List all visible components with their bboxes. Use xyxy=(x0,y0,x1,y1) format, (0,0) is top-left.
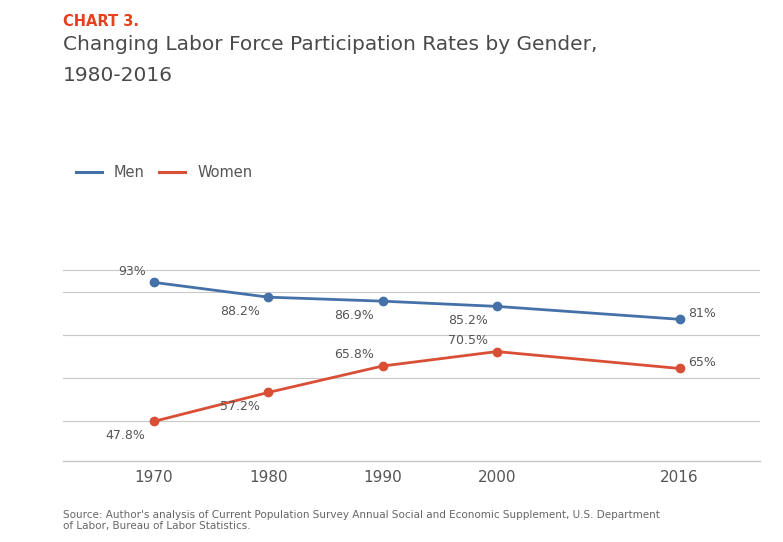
Text: 81%: 81% xyxy=(688,307,716,320)
Text: 65%: 65% xyxy=(688,357,716,370)
Legend: Men, Women: Men, Women xyxy=(70,159,258,186)
Text: CHART 3.: CHART 3. xyxy=(63,14,139,29)
Text: 57.2%: 57.2% xyxy=(220,400,260,413)
Text: 70.5%: 70.5% xyxy=(449,334,489,347)
Text: 88.2%: 88.2% xyxy=(220,305,260,318)
Text: Changing Labor Force Participation Rates by Gender,: Changing Labor Force Participation Rates… xyxy=(63,35,597,54)
Text: 1980-2016: 1980-2016 xyxy=(63,66,172,85)
Text: 65.8%: 65.8% xyxy=(334,349,374,362)
Text: 47.8%: 47.8% xyxy=(106,429,146,442)
Text: 86.9%: 86.9% xyxy=(334,308,374,321)
Text: 85.2%: 85.2% xyxy=(449,314,489,327)
Text: Source: Author's analysis of Current Population Survey Annual Social and Economi: Source: Author's analysis of Current Pop… xyxy=(63,509,659,531)
Text: 93%: 93% xyxy=(118,265,146,278)
